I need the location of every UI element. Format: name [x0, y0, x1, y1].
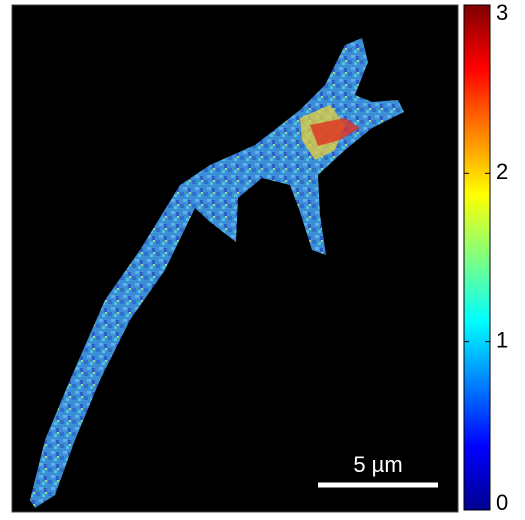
figure: 5 µm 0 1 2 3: [0, 0, 525, 515]
colorbar-tick-label: 3: [496, 0, 508, 25]
colorbar-tick-label: 2: [496, 159, 508, 184]
scale-bar-label: 5 µm: [353, 452, 402, 477]
colorbar-tick-label: 1: [496, 327, 508, 352]
image-panel: [12, 5, 458, 512]
colorbar-tick-label: 0: [496, 490, 508, 515]
colorbar: [464, 5, 490, 510]
